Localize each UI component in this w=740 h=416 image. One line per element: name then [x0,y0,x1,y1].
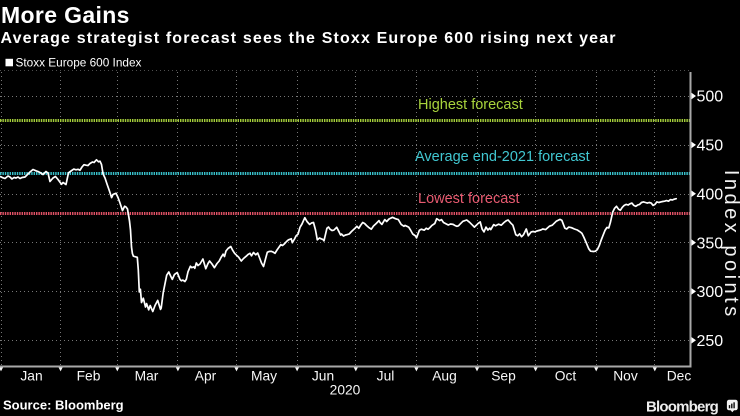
svg-text:Highest forecast: Highest forecast [418,97,523,113]
svg-text:Mar: Mar [135,369,159,384]
svg-text:350: 350 [697,235,724,252]
svg-text:Nov: Nov [613,369,638,384]
svg-text:Apr: Apr [195,369,217,384]
svg-text:Average strategist forecast se: Average strategist forecast sees the Sto… [1,30,617,47]
svg-text:May: May [251,369,277,384]
svg-text:Sep: Sep [491,369,516,384]
svg-text:Index points: Index points [720,170,740,320]
svg-text:Aug: Aug [432,369,457,384]
svg-text:Oct: Oct [555,369,577,384]
svg-text:Jul: Jul [377,369,395,384]
svg-text:Lowest forecast: Lowest forecast [418,191,520,207]
svg-text:500: 500 [697,89,724,106]
svg-text:Average end-2021 forecast: Average end-2021 forecast [415,149,590,165]
svg-text:Source: Bloomberg: Source: Bloomberg [3,398,124,413]
svg-text:More Gains: More Gains [1,2,130,28]
svg-text:Feb: Feb [77,369,101,384]
svg-text:450: 450 [697,138,724,155]
svg-text:Bloomberg: Bloomberg [646,399,719,416]
svg-text:Jun: Jun [312,369,334,384]
svg-text:300: 300 [697,284,724,301]
svg-text:400: 400 [697,186,724,203]
svg-text:Stoxx Europe 600 Index: Stoxx Europe 600 Index [16,56,142,70]
svg-text:Jan: Jan [20,369,42,384]
svg-text:250: 250 [697,333,724,350]
svg-text:2020: 2020 [330,383,361,398]
svg-text:Dec: Dec [667,369,692,384]
